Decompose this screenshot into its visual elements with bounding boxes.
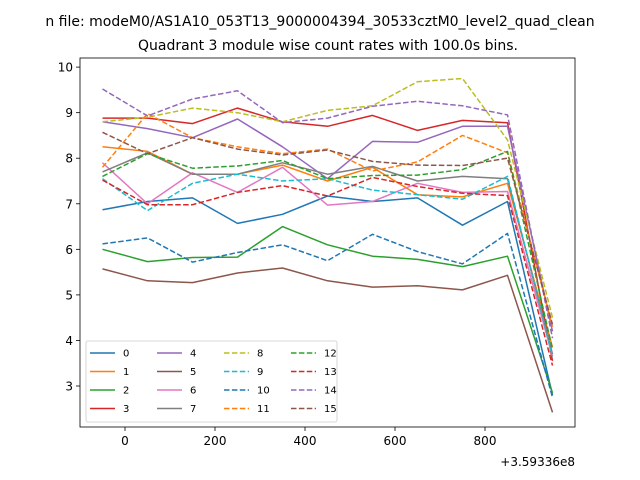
x-tick-label-800: 800 [474, 434, 497, 448]
legend-label-13: 13 [324, 367, 337, 378]
series-line-15 [102, 131, 554, 325]
y-tick-label-3: 3 [65, 380, 73, 394]
chart-title: Quadrant 3 module wise count rates with … [138, 38, 518, 54]
series-line-0 [102, 195, 554, 396]
series-line-11 [101, 112, 554, 327]
y-tick-label-7: 7 [65, 197, 73, 211]
legend-label-5: 5 [190, 367, 196, 378]
legend-label-1: 1 [123, 367, 129, 378]
legend-label-6: 6 [190, 386, 196, 397]
axes-frame [79, 57, 576, 428]
series-line-13 [102, 176, 554, 366]
legend-label-14: 14 [324, 386, 337, 397]
x-tick-label-600: 600 [384, 434, 407, 448]
legend-label-8: 8 [257, 349, 263, 360]
legend-label-2: 2 [123, 386, 129, 397]
x-tick-label-200: 200 [204, 434, 227, 448]
y-axis: 3 4 5 6 7 8 9 10 [58, 61, 80, 394]
y-tick-label-6: 6 [65, 243, 73, 257]
legend-label-4: 4 [190, 349, 196, 360]
y-tick-label-10: 10 [58, 61, 73, 75]
legend-label-3: 3 [123, 404, 129, 415]
series-line-8 [102, 77, 554, 318]
legend-label-12: 12 [324, 349, 337, 360]
series-line-4 [102, 118, 554, 332]
legend-label-0: 0 [123, 349, 129, 360]
series-line-2 [102, 225, 554, 394]
series-layer [101, 77, 554, 413]
legend-label-10: 10 [257, 386, 270, 397]
legend-label-9: 9 [257, 367, 263, 378]
y-tick-label-8: 8 [65, 152, 73, 166]
x-axis: 0 200 400 600 800 [121, 427, 496, 448]
y-tick-label-4: 4 [65, 334, 73, 348]
series-line-12 [102, 150, 554, 350]
x-tick-label-400: 400 [294, 434, 317, 448]
suptitle: n file: modeM0/AS1A10_053T13_9000004394_… [45, 14, 594, 30]
series-line-5 [102, 267, 554, 413]
x-offset-label: +3.59336e8 [500, 455, 575, 469]
legend-box [85, 340, 338, 423]
legend-label-7: 7 [190, 404, 196, 415]
series-line-7 [102, 152, 554, 355]
y-tick-label-9: 9 [65, 106, 73, 120]
series-line-10 [102, 232, 554, 398]
series-line-9 [102, 173, 554, 357]
legend-label-15: 15 [324, 404, 337, 415]
series-line-3 [102, 107, 554, 362]
series-line-14 [102, 88, 554, 339]
x-tick-label-0: 0 [121, 434, 129, 448]
y-tick-label-5: 5 [65, 288, 73, 302]
legend-label-11: 11 [257, 404, 270, 415]
